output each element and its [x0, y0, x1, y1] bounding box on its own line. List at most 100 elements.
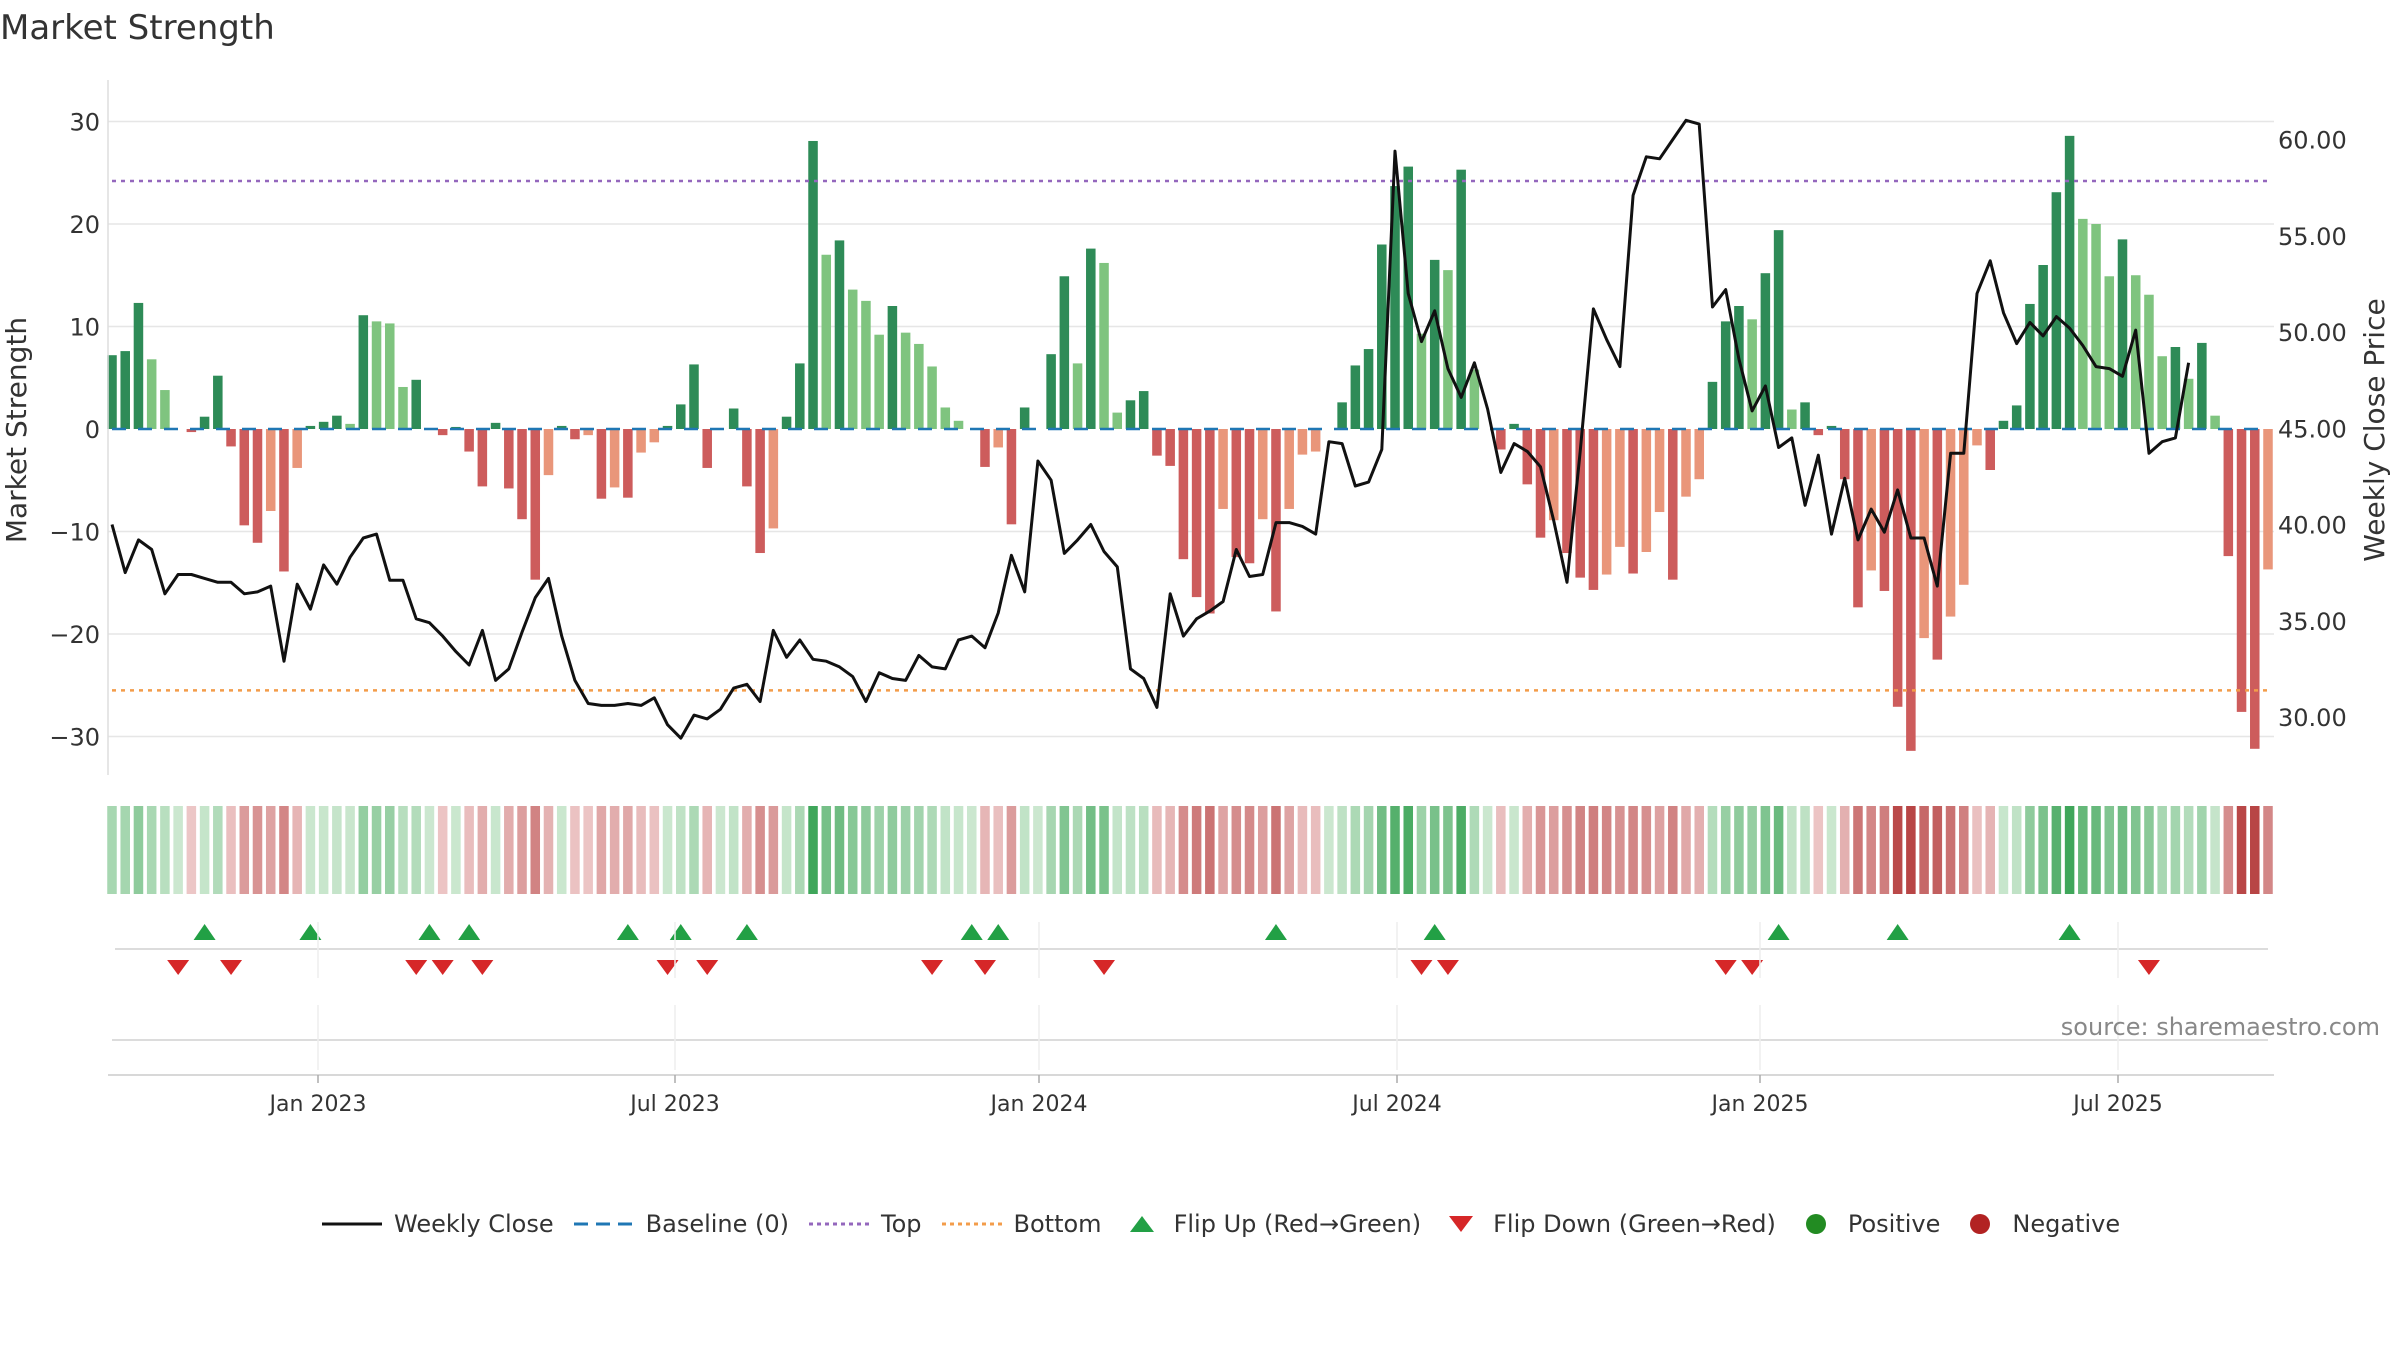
strength-bar-positive — [927, 366, 937, 429]
heat-cell — [517, 806, 527, 894]
strength-bar-negative — [543, 429, 554, 476]
heat-cell — [834, 806, 845, 894]
heat-cell — [1972, 806, 1982, 894]
strength-bar-positive — [1350, 365, 1361, 429]
strength-bar-negative — [252, 429, 263, 543]
strength-bar-negative — [1628, 429, 1638, 574]
heat-cell — [556, 806, 567, 894]
heat-cell — [2236, 806, 2247, 894]
heat-cell — [715, 806, 726, 894]
heat-cell — [1390, 806, 1400, 894]
strength-bars — [107, 135, 2273, 751]
strength-bar-negative — [1853, 429, 1863, 608]
flip-markers — [115, 924, 2268, 975]
heat-cell — [2183, 806, 2194, 894]
flip-down-marker — [921, 960, 944, 975]
heat-cell — [424, 806, 435, 894]
heat-cell — [808, 806, 818, 894]
heat-cell — [1985, 806, 1995, 894]
dotted-line-swatch-icon — [809, 1222, 870, 1226]
flip-down-marker — [220, 960, 243, 975]
strength-bar-negative — [1641, 429, 1652, 552]
strength-bar-negative — [2236, 429, 2247, 712]
strength-bar-positive — [213, 375, 223, 429]
triangle-up-icon — [1129, 1216, 1154, 1232]
heat-cell — [252, 806, 263, 894]
strength-bar-positive — [411, 379, 421, 429]
strength-bar-negative — [636, 429, 646, 453]
heat-cell — [768, 806, 779, 894]
flip-up-marker — [1264, 924, 1287, 940]
strength-bar-positive — [2130, 275, 2141, 429]
heat-cell — [1165, 806, 1175, 894]
strength-bar-positive — [1099, 262, 1109, 429]
heat-cell — [609, 806, 620, 894]
heat-cell — [2078, 806, 2088, 894]
y-tick-label: 20 — [69, 211, 100, 239]
heat-cell — [199, 806, 210, 894]
heat-cell — [1456, 806, 1466, 894]
heat-cell — [702, 806, 712, 894]
heat-cell — [371, 806, 382, 894]
y-axis-label: Market Strength — [0, 317, 33, 543]
heat-cell — [1906, 806, 1916, 894]
heat-cell — [1879, 806, 1890, 894]
heat-cell — [2011, 806, 2022, 894]
x-tick-label: Jul 2024 — [1350, 1092, 1442, 1117]
flip-up-marker — [960, 924, 983, 940]
strength-bar-positive — [795, 363, 805, 429]
strength-bar-negative — [609, 429, 620, 488]
strength-bar-positive — [821, 254, 832, 429]
heat-cell — [120, 806, 130, 894]
heat-cell — [1853, 806, 1863, 894]
heat-cell — [504, 806, 514, 894]
heat-cell — [1019, 806, 1030, 894]
heat-cell — [1429, 806, 1440, 894]
strength-bar-negative — [226, 429, 236, 447]
heat-cell — [1072, 806, 1083, 894]
strength-bar-negative — [1244, 429, 1255, 564]
strength-bar-positive — [2197, 342, 2207, 429]
y-right-tick-label: 60.00 — [2278, 127, 2347, 155]
heat-cell — [1271, 806, 1281, 894]
strength-bar-negative — [1839, 429, 1850, 480]
heat-cell — [1959, 806, 1969, 894]
strength-bar-positive — [146, 359, 157, 429]
strength-bar-positive — [2170, 347, 2181, 429]
strength-bar-positive — [1773, 230, 1784, 429]
heat-cell — [966, 806, 977, 894]
strength-bar-positive — [2157, 356, 2167, 429]
strength-bar-positive — [345, 423, 355, 429]
strength-bar-negative — [768, 429, 779, 529]
strength-bar-negative — [980, 429, 990, 467]
heat-cell — [2170, 806, 2181, 894]
strength-bar-positive — [2183, 378, 2194, 429]
heat-cell — [1998, 806, 2009, 894]
heat-cell — [847, 806, 858, 894]
heat-cell — [583, 806, 593, 894]
flip-down-marker — [656, 960, 679, 975]
strength-bar-negative — [649, 429, 660, 443]
heat-cell — [755, 806, 765, 894]
heat-cell — [781, 806, 792, 894]
strength-bar-positive — [1456, 169, 1466, 430]
strength-bar-negative — [1959, 429, 1969, 585]
heat-cell — [1138, 806, 1149, 894]
heat-cell — [265, 806, 276, 894]
strength-bar-positive — [900, 332, 911, 429]
heat-cell — [1866, 806, 1876, 894]
heat-cell — [1668, 806, 1678, 894]
heat-cell — [1046, 806, 1056, 894]
legend-label: Top — [881, 1210, 922, 1238]
flip-up-marker — [616, 924, 639, 940]
heat-cell — [1919, 806, 1929, 894]
strength-bar-negative — [570, 429, 580, 440]
strength-bar-positive — [847, 289, 858, 429]
strength-bar-positive — [1059, 276, 1070, 429]
strength-bar-positive — [2011, 405, 2022, 429]
heat-cell — [186, 806, 197, 894]
strength-bar-positive — [834, 240, 845, 429]
heat-cell — [1760, 806, 1771, 894]
heat-cell — [742, 806, 752, 894]
